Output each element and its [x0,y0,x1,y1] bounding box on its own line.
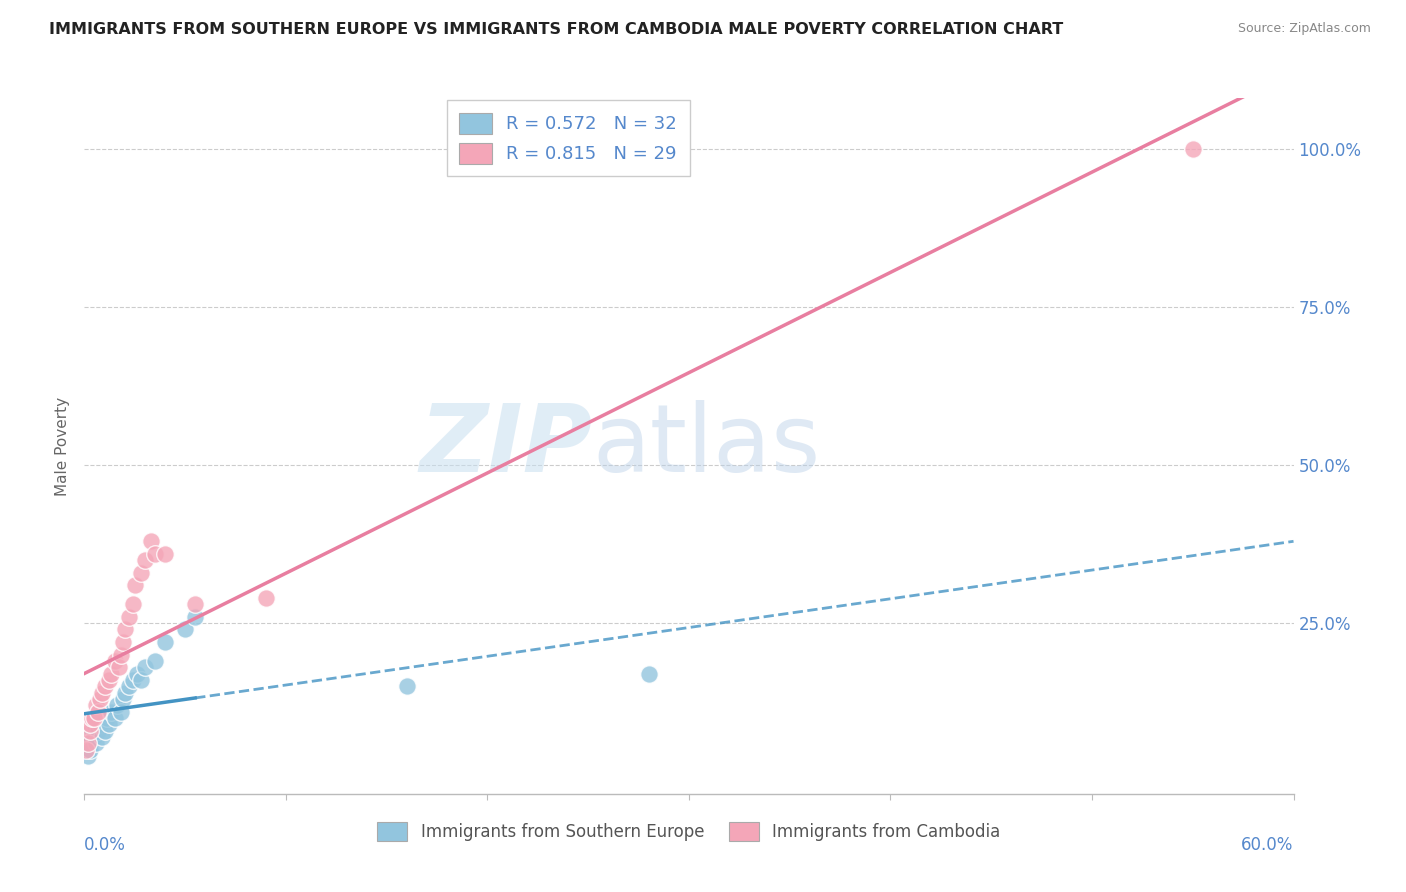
Point [184,597,207,611]
Point [1181,142,1204,156]
Point [77,736,100,750]
Point [77,748,100,763]
Point [124,578,146,592]
Point [110,705,132,719]
Text: atlas: atlas [592,400,821,492]
Point [395,679,418,693]
Point [114,623,136,637]
Point [91,730,114,744]
Point [89,692,111,706]
Point [184,609,207,624]
Point [125,666,148,681]
Point [153,635,176,649]
Point [111,635,134,649]
Point [87,705,110,719]
Point [77,736,100,750]
Point [104,654,127,668]
Point [110,648,132,662]
Point [79,742,101,756]
Point [143,547,166,561]
Point [254,591,277,605]
Point [83,717,105,731]
Point [107,660,129,674]
Text: 0.0%: 0.0% [84,836,127,854]
Point [118,679,141,693]
Point [104,711,127,725]
Point [75,742,97,756]
Point [82,711,104,725]
Point [134,660,156,674]
Point [143,654,166,668]
Point [93,723,115,738]
Point [100,666,122,681]
Point [97,717,120,731]
Point [79,730,101,744]
Point [121,597,143,611]
Point [174,623,197,637]
Legend: Immigrants from Southern Europe, Immigrants from Cambodia: Immigrants from Southern Europe, Immigra… [371,815,1007,848]
Point [97,673,120,687]
Point [153,547,176,561]
Point [75,742,97,756]
Point [129,673,152,687]
Point [89,717,111,731]
Text: 60.0%: 60.0% [1241,836,1294,854]
Point [96,711,118,725]
Text: Source: ZipAtlas.com: Source: ZipAtlas.com [1237,22,1371,36]
Y-axis label: Male Poverty: Male Poverty [55,396,70,496]
Text: ZIP: ZIP [419,400,592,492]
Point [93,679,115,693]
Point [79,723,101,738]
Point [83,711,105,725]
Point [121,673,143,687]
Text: IMMIGRANTS FROM SOUTHERN EUROPE VS IMMIGRANTS FROM CAMBODIA MALE POVERTY CORRELA: IMMIGRANTS FROM SOUTHERN EUROPE VS IMMIG… [49,22,1063,37]
Point [134,553,156,567]
Point [79,717,101,731]
Point [86,698,108,713]
Point [87,723,110,738]
Point [91,686,114,700]
Point [82,723,104,738]
Point [114,686,136,700]
Point [139,533,162,548]
Point [83,730,105,744]
Point [118,609,141,624]
Point [111,692,134,706]
Point [86,736,108,750]
Point [105,698,128,713]
Point [637,666,659,681]
Point [100,705,122,719]
Point [129,566,152,580]
